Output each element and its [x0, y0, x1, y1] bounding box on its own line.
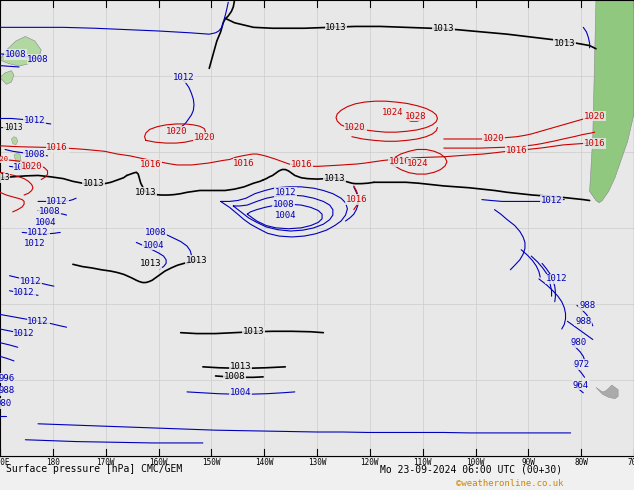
- Text: 120W: 120W: [361, 458, 379, 467]
- Text: 1020: 1020: [482, 134, 504, 143]
- Text: 70W: 70W: [627, 458, 634, 467]
- Text: 988: 988: [0, 387, 15, 395]
- Text: 1008: 1008: [39, 207, 60, 217]
- Text: 1004: 1004: [35, 218, 56, 227]
- Polygon shape: [590, 0, 634, 203]
- Polygon shape: [0, 71, 14, 84]
- Text: 1016: 1016: [506, 146, 527, 155]
- Text: 1024: 1024: [406, 159, 428, 168]
- Text: 140W: 140W: [255, 458, 273, 467]
- Text: Mo 23-09-2024 06:00 UTC (00+30): Mo 23-09-2024 06:00 UTC (00+30): [380, 465, 562, 474]
- Text: 1013: 1013: [230, 362, 252, 371]
- Text: 1020: 1020: [344, 123, 366, 132]
- Text: 150W: 150W: [202, 458, 221, 467]
- Text: 1020: 1020: [584, 112, 605, 121]
- Text: 1013: 1013: [243, 327, 264, 336]
- Text: 1024: 1024: [382, 108, 404, 117]
- Text: 1013: 1013: [433, 24, 455, 33]
- Text: 1013: 1013: [553, 39, 575, 48]
- Text: ©weatheronline.co.uk: ©weatheronline.co.uk: [456, 479, 564, 488]
- Text: 160W: 160W: [149, 458, 168, 467]
- Text: 980: 980: [570, 338, 586, 347]
- Text: 980: 980: [0, 399, 11, 408]
- Text: 1020: 1020: [165, 127, 187, 136]
- Text: 996: 996: [0, 374, 15, 383]
- Text: 80W: 80W: [574, 458, 588, 467]
- Text: 1012: 1012: [27, 228, 49, 237]
- Text: 1013: 1013: [186, 256, 207, 265]
- Polygon shape: [596, 385, 618, 399]
- Text: 1012: 1012: [546, 274, 567, 283]
- Text: 1004: 1004: [13, 163, 35, 172]
- Text: 1013: 1013: [83, 179, 105, 188]
- Text: 1016: 1016: [290, 160, 312, 170]
- Text: 1008: 1008: [224, 372, 245, 381]
- Text: 90W: 90W: [521, 458, 535, 467]
- Text: 1020: 1020: [21, 162, 42, 171]
- Text: 1012: 1012: [46, 197, 68, 206]
- Polygon shape: [596, 0, 634, 64]
- Text: 1008: 1008: [24, 149, 46, 159]
- Text: 1020: 1020: [193, 133, 215, 142]
- Text: 1012: 1012: [27, 317, 49, 326]
- Text: 988: 988: [575, 317, 592, 326]
- Text: 988: 988: [579, 301, 595, 310]
- Text: 1012: 1012: [13, 288, 35, 297]
- Polygon shape: [11, 137, 18, 145]
- Text: 1013: 1013: [140, 259, 162, 268]
- Text: 1016: 1016: [140, 160, 162, 169]
- Text: 1016: 1016: [46, 143, 68, 152]
- Text: 170W: 170W: [96, 458, 115, 467]
- Text: 180: 180: [46, 458, 60, 467]
- Text: 1008: 1008: [27, 55, 49, 64]
- Text: 1013: 1013: [135, 188, 157, 197]
- Text: 1012: 1012: [20, 277, 41, 286]
- Text: 1016: 1016: [233, 159, 255, 168]
- Text: 1012: 1012: [24, 116, 46, 125]
- Text: 1020: 1020: [0, 156, 8, 163]
- Text: 972: 972: [573, 360, 590, 369]
- Text: 1012: 1012: [541, 196, 562, 205]
- Text: 1013: 1013: [4, 123, 23, 132]
- Text: 1008: 1008: [145, 228, 166, 237]
- Polygon shape: [14, 153, 21, 163]
- Text: 1012: 1012: [13, 329, 35, 338]
- Text: 964: 964: [573, 381, 589, 390]
- Text: 1012: 1012: [275, 188, 296, 197]
- Text: 1013: 1013: [0, 173, 10, 182]
- Text: 1012: 1012: [173, 73, 195, 82]
- Text: 1028: 1028: [404, 112, 426, 121]
- Polygon shape: [0, 36, 41, 66]
- Text: 100W: 100W: [466, 458, 485, 467]
- Text: 1008: 1008: [5, 50, 27, 59]
- Text: 110W: 110W: [413, 458, 432, 467]
- Text: 1008: 1008: [273, 199, 294, 209]
- Text: 130W: 130W: [307, 458, 327, 467]
- Text: Surface pressure [hPa] CMC/GEM: Surface pressure [hPa] CMC/GEM: [6, 465, 183, 474]
- Text: 1016: 1016: [389, 157, 410, 166]
- Text: 1016: 1016: [346, 195, 367, 204]
- Text: 1004: 1004: [275, 211, 296, 220]
- Text: 1016: 1016: [584, 139, 605, 148]
- Text: 1004: 1004: [230, 388, 252, 397]
- Text: 1012: 1012: [24, 239, 46, 248]
- Text: 1013: 1013: [325, 23, 347, 32]
- Text: 170E: 170E: [0, 458, 10, 467]
- Text: 1004: 1004: [143, 241, 164, 250]
- Text: 1013: 1013: [323, 174, 345, 183]
